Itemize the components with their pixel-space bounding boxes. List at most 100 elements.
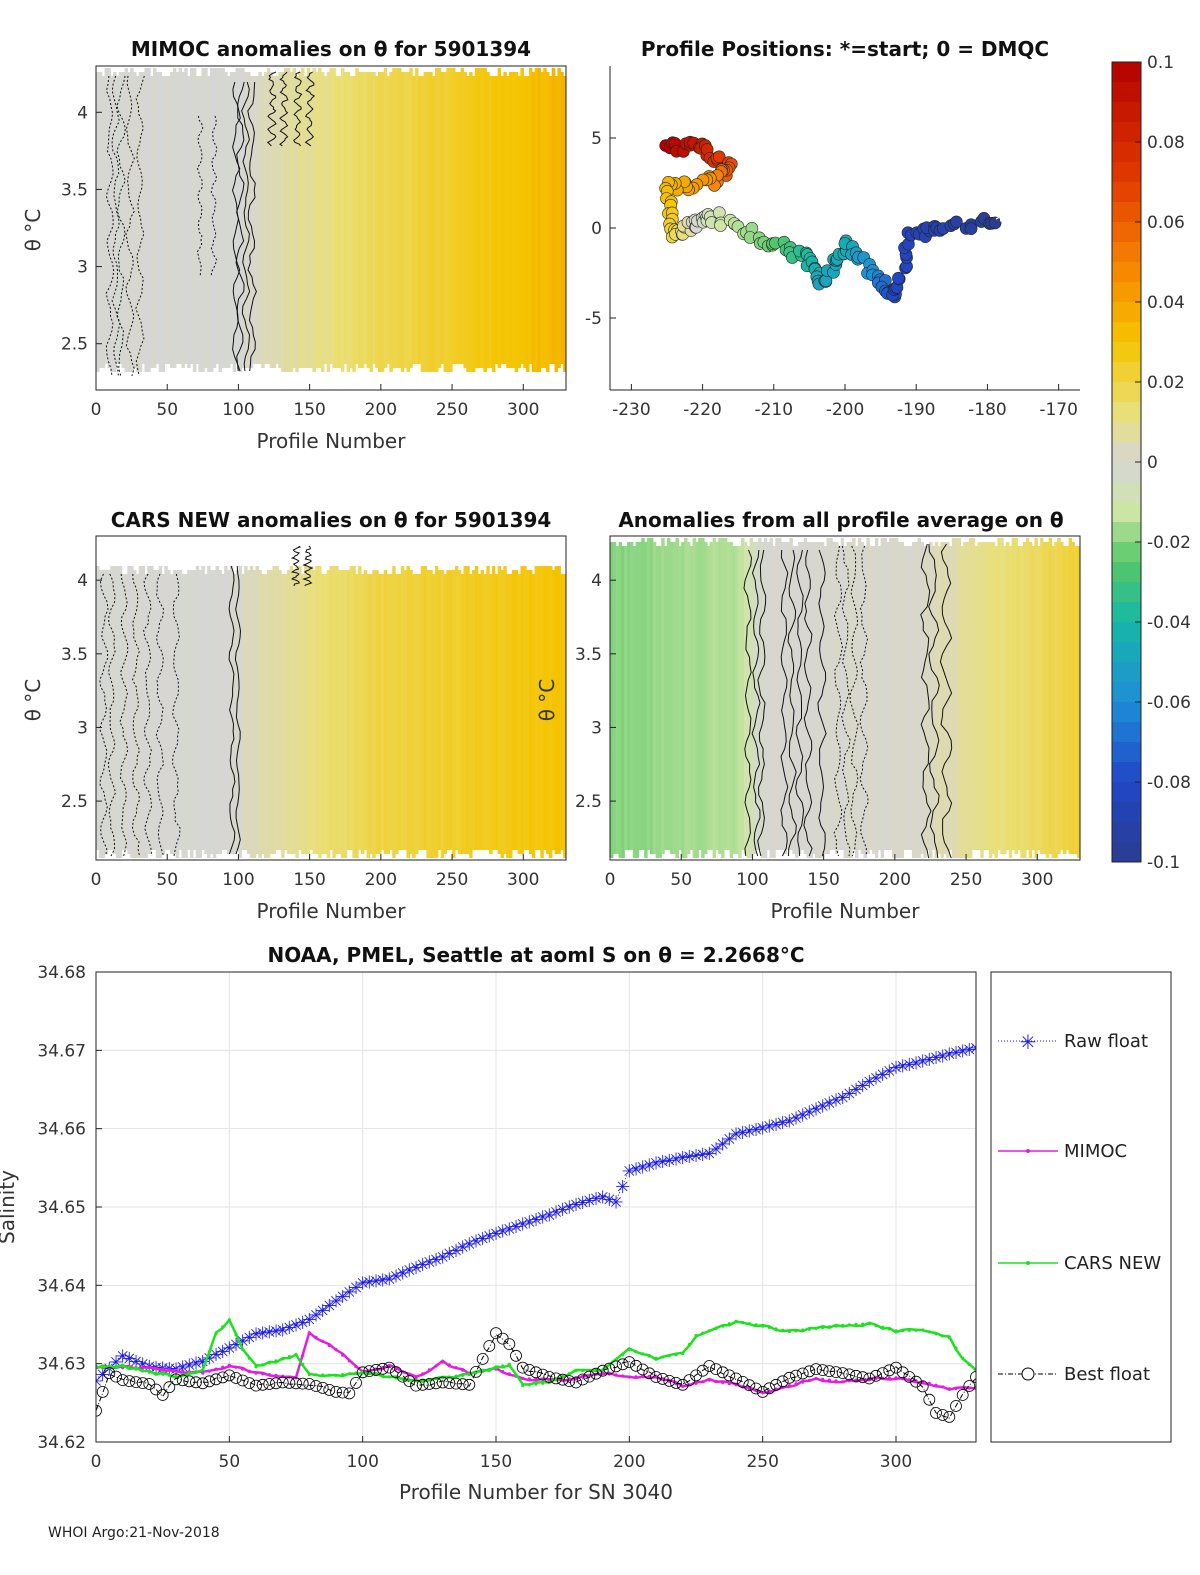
heatmap-column: [494, 574, 499, 850]
heatmap-column: [321, 574, 325, 854]
data-point: [141, 1369, 145, 1373]
heatmap-column: [141, 72, 146, 364]
heatmap-column: [138, 566, 143, 858]
heatmap-column: [486, 72, 490, 368]
data-point-circle: [376, 1362, 389, 1375]
y-tick-label: 3.5: [575, 645, 602, 665]
heatmap-column: [175, 72, 180, 364]
data-point-star: ✳: [402, 1261, 417, 1282]
heatmap-column: [141, 566, 146, 858]
data-point: [641, 1352, 645, 1356]
data-point-star: ✳: [895, 1056, 910, 1077]
heatmap-column: [446, 68, 450, 372]
y-axis-label: Salinity: [0, 1170, 19, 1244]
heatmap-column: [96, 72, 100, 372]
heatmap-column: [920, 542, 924, 854]
heatmap-column: [460, 68, 465, 364]
data-point-star: ✳: [722, 1129, 737, 1150]
data-point-circle: [176, 1374, 189, 1387]
data-point-star: ✳: [815, 1097, 830, 1118]
heatmap-column: [426, 570, 430, 858]
data-point: [927, 1381, 931, 1385]
data-point-circle: [916, 1380, 929, 1393]
heatmap-column: [1074, 546, 1078, 854]
data-point-circle: [336, 1386, 349, 1399]
heatmap-column: [443, 574, 447, 854]
heatmap-column: [278, 570, 282, 850]
data-point: [647, 1374, 651, 1378]
heatmap-column: [175, 570, 180, 858]
data-point: [414, 1376, 418, 1380]
heatmap-column: [229, 72, 234, 364]
heatmap-column: [446, 570, 450, 850]
data-point-circle: [223, 1369, 236, 1382]
heatmap-column: [832, 542, 836, 850]
heatmap-column: [440, 570, 445, 858]
chart-title: Profile Positions: *=start; 0 = DMQC: [641, 37, 1049, 61]
heatmap-column: [483, 574, 487, 850]
data-point: [787, 1384, 791, 1388]
heatmap-column: [780, 542, 785, 850]
data-point-star: ✳: [362, 1272, 377, 1293]
legend-label: Best float: [1064, 1364, 1150, 1385]
heatmap-column: [1028, 542, 1033, 858]
data-point-star: ✳: [215, 1342, 230, 1363]
data-point: [214, 1367, 218, 1371]
data-point-star: ✳: [408, 1258, 423, 1279]
heatmap-column: [675, 538, 679, 858]
heatmap-column: [698, 538, 702, 850]
data-point-circle: [876, 1367, 889, 1379]
x-axis-label: Profile Number for SN 3040: [399, 1480, 673, 1504]
data-point-star: ✳: [655, 1152, 670, 1173]
data-point-star: ✳: [775, 1113, 790, 1134]
data-point: [934, 1332, 938, 1336]
heatmap-column: [531, 72, 536, 372]
heatmap-column: [363, 72, 368, 364]
data-point: [701, 1380, 705, 1384]
heatmap-column: [523, 76, 527, 368]
data-point-star: ✳: [222, 1338, 237, 1359]
contour-line: [279, 71, 289, 147]
heatmap-column: [528, 570, 533, 854]
colorbar-band: [1112, 762, 1141, 783]
heatmap-column: [1042, 542, 1047, 854]
data-point-circle: [476, 1353, 489, 1365]
x-tick-label: 100: [222, 870, 254, 890]
contour-line: [833, 545, 843, 857]
heatmap-column: [275, 566, 279, 850]
heatmap-column: [272, 566, 277, 854]
data-point: [621, 1374, 625, 1378]
data-point-star: ✳: [288, 1315, 303, 1336]
heatmap-column: [786, 542, 791, 850]
heatmap-column: [454, 566, 459, 850]
data-point-circle: [903, 1371, 916, 1383]
data-point-circle: [823, 1365, 836, 1377]
heatmap-column: [184, 68, 188, 364]
y-tick-label: 5: [591, 129, 602, 149]
y-tick-label: 34.67: [37, 1041, 86, 1061]
heatmap-column: [526, 570, 530, 850]
data-point-star: ✳: [508, 1217, 523, 1238]
data-point: [307, 1373, 311, 1377]
heatmap-column: [215, 68, 220, 364]
heatmap-column: [403, 570, 408, 850]
data-point-star: ✳: [268, 1321, 283, 1342]
data-point-star: ✳: [608, 1193, 623, 1214]
data-point-circle: [363, 1365, 376, 1377]
heatmap-column: [917, 538, 922, 858]
heatmap-column: [500, 570, 504, 858]
data-point-circle: [656, 1373, 669, 1385]
heatmap-column: [560, 574, 564, 850]
data-point: [947, 1336, 951, 1340]
heatmap-column: [135, 76, 140, 372]
data-point-star: ✳: [422, 1253, 437, 1274]
heatmap-column: [298, 72, 302, 368]
heatmap-column: [758, 538, 762, 850]
data-point: [327, 1343, 331, 1348]
heatmap-column: [997, 538, 1001, 850]
heatmap-column: [1023, 542, 1027, 858]
data-point: [854, 1322, 858, 1327]
heatmap-column: [894, 538, 899, 858]
y-axis-label: θ °C: [535, 679, 559, 722]
heatmap-column: [543, 68, 547, 368]
